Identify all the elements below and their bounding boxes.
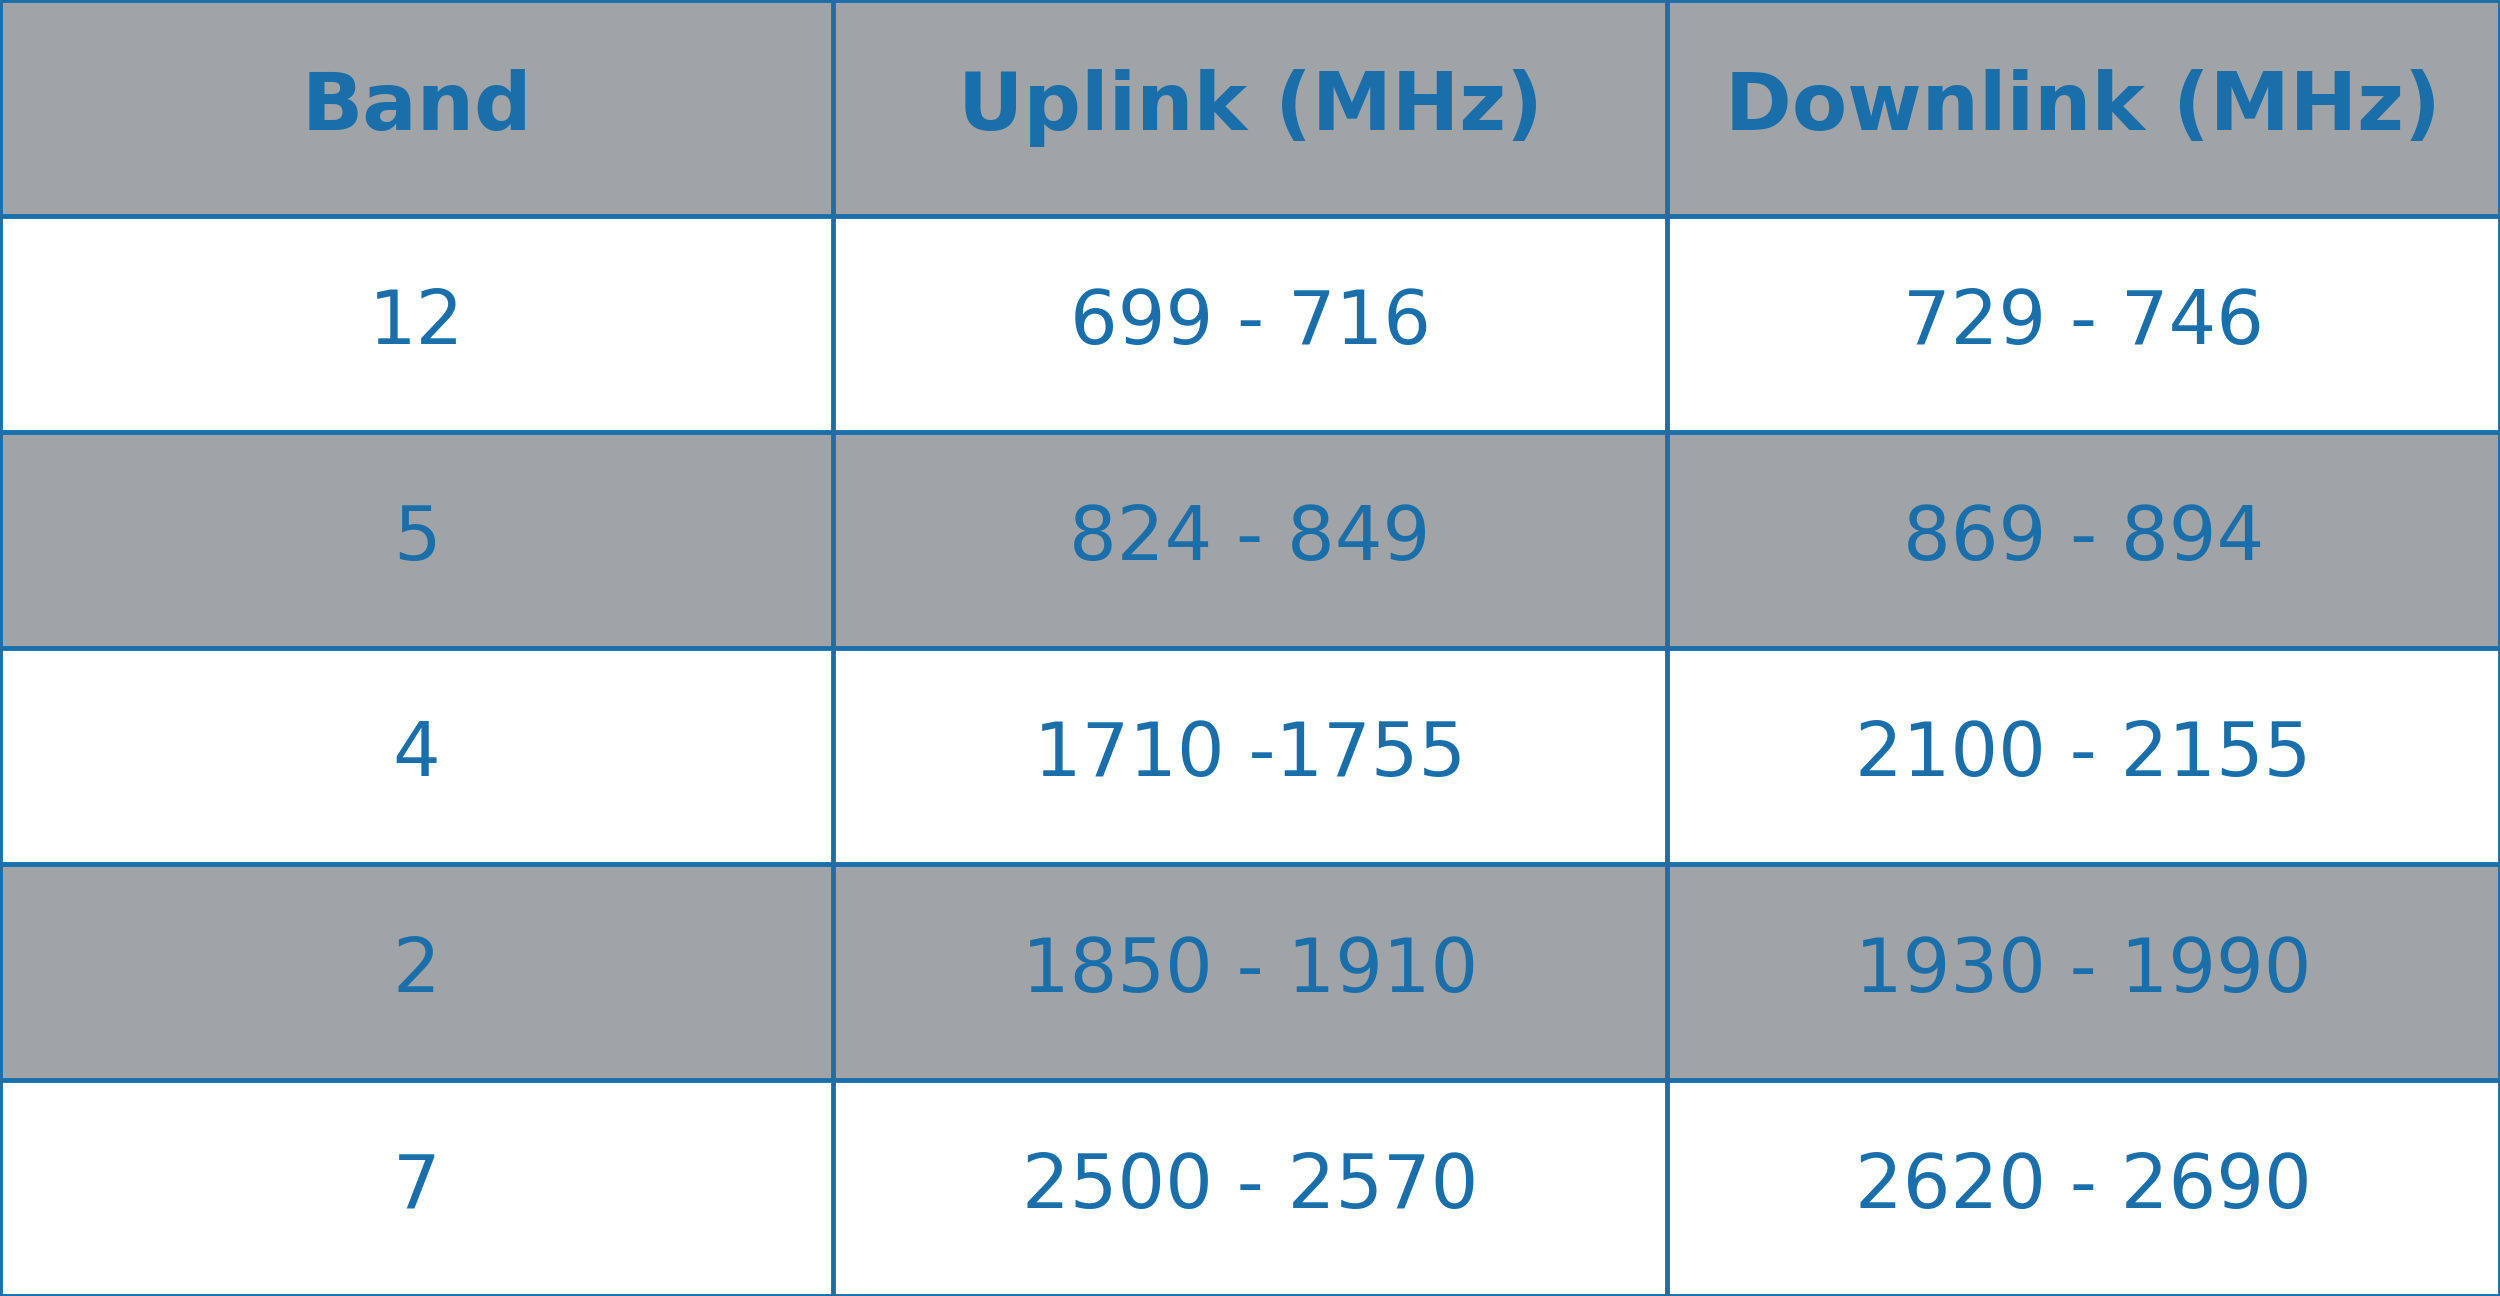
Bar <box>832 432 1668 648</box>
Text: 2: 2 <box>392 936 440 1008</box>
Bar <box>0 0 832 216</box>
Text: 869 - 894: 869 - 894 <box>1902 504 2265 577</box>
Text: 4: 4 <box>392 719 440 792</box>
Bar <box>832 1080 1668 1296</box>
Text: 2500 - 2570: 2500 - 2570 <box>1022 1152 1478 1225</box>
Text: 699 - 716: 699 - 716 <box>1070 288 1430 360</box>
Text: 2620 - 2690: 2620 - 2690 <box>1855 1152 2312 1225</box>
Bar <box>1668 216 2500 432</box>
Text: 824 - 849: 824 - 849 <box>1070 504 1430 577</box>
Text: 5: 5 <box>392 504 440 577</box>
Text: 1930 - 1990: 1930 - 1990 <box>1855 936 2312 1008</box>
Bar <box>1668 1080 2500 1296</box>
Bar <box>0 216 832 432</box>
Bar <box>0 864 832 1080</box>
Text: Downlink (MHz): Downlink (MHz) <box>1725 69 2440 146</box>
Bar <box>832 864 1668 1080</box>
Bar <box>0 648 832 864</box>
Text: 12: 12 <box>370 288 465 360</box>
Text: 7: 7 <box>392 1152 440 1225</box>
Text: Band: Band <box>302 69 532 146</box>
Text: Uplink (MHz): Uplink (MHz) <box>958 69 1542 146</box>
Text: 729 - 746: 729 - 746 <box>1902 288 2265 360</box>
Bar <box>1668 648 2500 864</box>
Bar <box>832 648 1668 864</box>
Bar <box>1668 864 2500 1080</box>
Bar <box>0 432 832 648</box>
Bar <box>0 1080 832 1296</box>
Bar <box>832 216 1668 432</box>
Bar <box>1668 432 2500 648</box>
Bar <box>1668 0 2500 216</box>
Text: 1850 - 1910: 1850 - 1910 <box>1022 936 1478 1008</box>
Text: 1710 -1755: 1710 -1755 <box>1035 719 1465 792</box>
Text: 2100 - 2155: 2100 - 2155 <box>1855 719 2312 792</box>
Bar <box>832 0 1668 216</box>
